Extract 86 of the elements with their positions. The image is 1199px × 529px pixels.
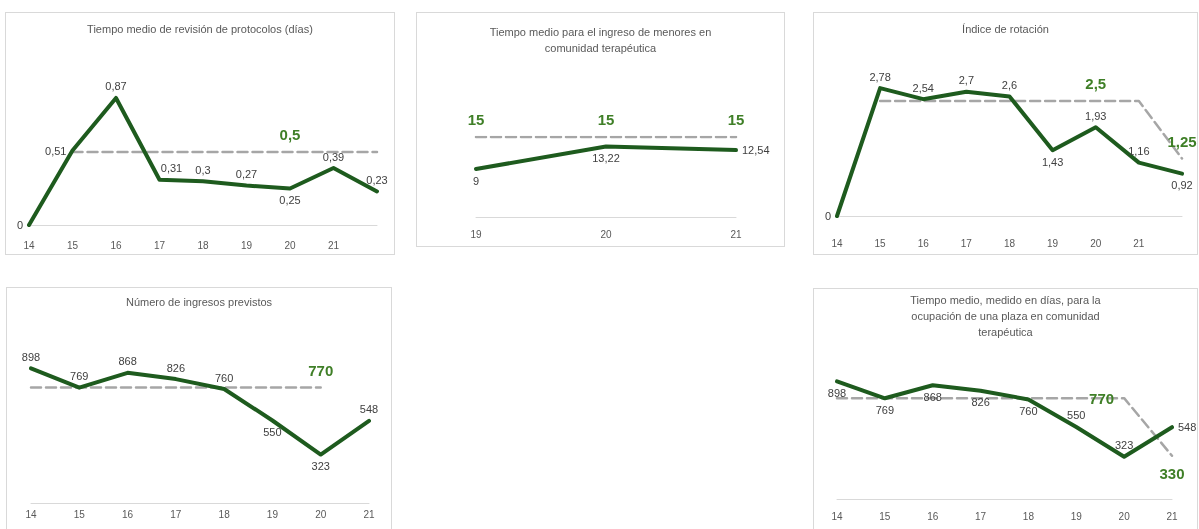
x-tick-label: 17	[960, 237, 973, 249]
data-label: 0	[16, 219, 23, 231]
x-tick-label: 14	[25, 508, 37, 520]
x-tick-label: 17	[153, 239, 166, 251]
x-tick-label: 15	[879, 510, 891, 522]
data-label: 826	[166, 361, 186, 374]
x-tick-label: 16	[122, 508, 134, 520]
chart-title: Tiempo medio de revisión de protocolos (días)	[86, 22, 314, 37]
data-label: 0,3	[195, 163, 211, 176]
data-label: 770	[1089, 389, 1115, 407]
x-tick-label: 14	[831, 510, 843, 522]
data-label: 2,78	[869, 70, 891, 83]
data-label: 0,92	[1171, 179, 1193, 192]
data-label: 13,22	[592, 151, 620, 164]
x-tick-label: 21	[327, 239, 340, 251]
x-tick-label: 18	[197, 239, 209, 251]
data-label: 330	[1159, 464, 1185, 482]
data-label: 9	[472, 174, 480, 187]
x-tick-label: 15	[66, 239, 79, 251]
data-label: 898	[21, 350, 41, 363]
x-tick-label: 21	[363, 508, 375, 520]
x-tick-label: 16	[110, 239, 122, 251]
data-label: 898	[827, 386, 847, 399]
x-tick-label: 14	[831, 237, 843, 249]
data-label: 868	[923, 390, 942, 403]
data-label: 2,5	[1085, 75, 1107, 92]
data-label: 868	[118, 355, 137, 368]
data-label: 0,5	[279, 126, 301, 143]
x-tick-label: 21	[730, 228, 742, 240]
chart-title: Tiempo medio, medido en días, para la ocupación de una plaza en comunidad terapéutica	[909, 293, 1102, 340]
x-tick-label: 21	[1166, 510, 1178, 522]
x-tick-label: 19	[240, 239, 253, 251]
x-tick-label: 18	[218, 508, 231, 520]
data-label: 1,93	[1085, 109, 1107, 122]
chart-title: Tiempo medio para el ingreso de menores en comunidad terapéutica	[488, 25, 713, 56]
data-label: 550	[1067, 409, 1086, 422]
data-label: 826	[971, 396, 990, 409]
data-label: 0,23	[366, 173, 388, 186]
x-tick-label: 21	[1133, 237, 1145, 249]
x-tick-label: 20	[284, 239, 296, 251]
data-label: 12,54	[742, 144, 770, 157]
x-tick-label: 15	[73, 508, 86, 520]
data-label: 0,25	[279, 194, 301, 206]
data-label: 0	[824, 210, 831, 222]
data-label: 2,7	[958, 74, 975, 87]
x-tick-label: 16	[927, 510, 939, 522]
data-label: 769	[70, 370, 89, 383]
data-label: 0,27	[235, 168, 258, 181]
data-label: 550	[263, 426, 282, 438]
data-label: 0,87	[105, 80, 127, 93]
chart-title: Número de ingresos previstos	[124, 295, 274, 310]
x-tick-label: 20	[1090, 237, 1102, 249]
data-label: 2,6	[1001, 78, 1018, 91]
data-label: 760	[1019, 404, 1038, 417]
x-tick-label: 19	[1070, 510, 1083, 522]
x-tick-label: 18	[1022, 510, 1035, 522]
x-tick-label: 20	[600, 228, 612, 240]
data-label: 760	[214, 371, 234, 384]
x-tick-label: 18	[1003, 237, 1016, 249]
x-tick-label: 17	[975, 510, 987, 522]
x-tick-label: 19	[470, 228, 482, 240]
data-label: 0,39	[322, 150, 345, 163]
data-label: 1,16	[1128, 145, 1150, 158]
data-label: 323	[311, 460, 330, 473]
data-label: 0,31	[160, 162, 183, 175]
data-label: 1,43	[1041, 155, 1064, 168]
x-tick-label: 19	[266, 508, 279, 520]
x-tick-label: 20	[315, 508, 327, 520]
x-tick-label: 17	[170, 508, 182, 520]
x-tick-label: 15	[874, 237, 887, 249]
x-tick-label: 19	[1047, 237, 1059, 249]
data-label: 1,25	[1167, 132, 1197, 150]
x-tick-label: 14	[23, 239, 35, 251]
data-label: 770	[308, 361, 334, 379]
x-tick-label: 16	[917, 237, 930, 249]
data-label: 0,51	[45, 144, 67, 157]
data-label: 15	[467, 111, 485, 128]
data-label: 15	[727, 111, 745, 128]
data-label: 2,54	[912, 81, 934, 94]
data-label: 548	[359, 403, 379, 416]
data-label: 15	[597, 111, 615, 128]
data-label: 769	[875, 403, 895, 416]
data-label: 323	[1114, 439, 1134, 452]
data-label: 548	[1178, 421, 1197, 434]
x-tick-label: 20	[1118, 510, 1131, 522]
chart-title: Índice de rotación	[961, 22, 1050, 37]
